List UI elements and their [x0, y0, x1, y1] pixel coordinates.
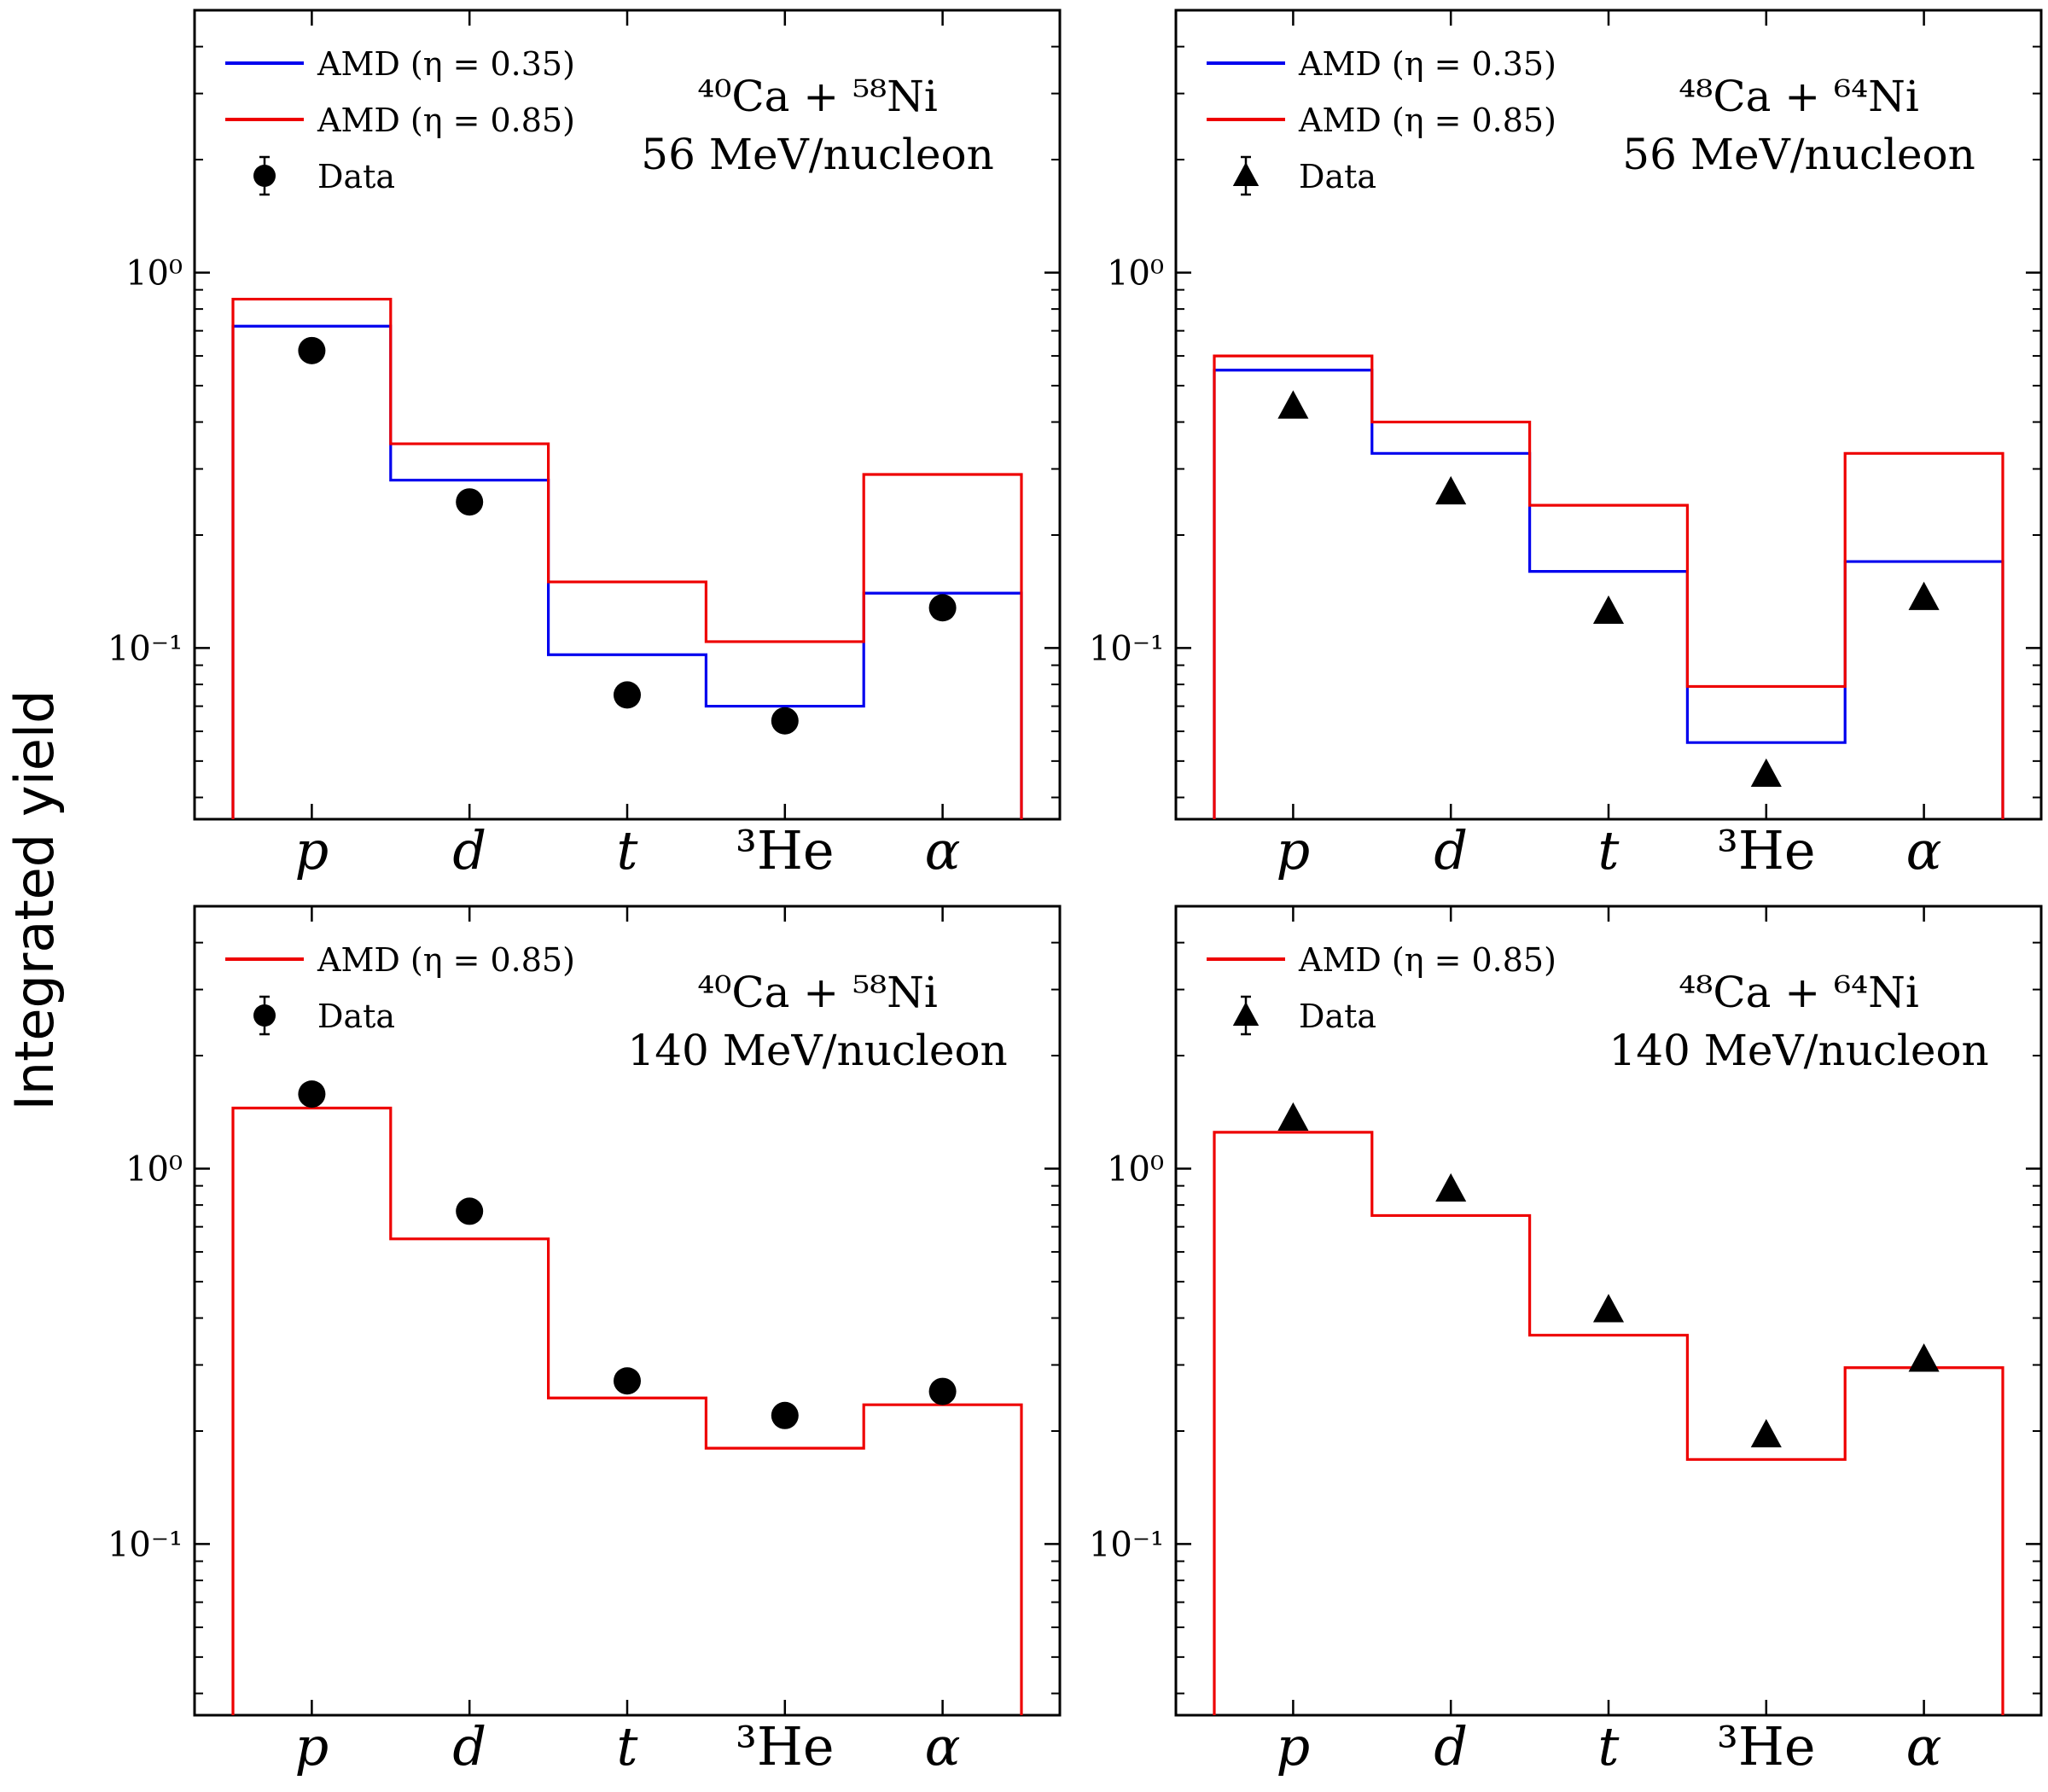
- data-point: [771, 1401, 799, 1429]
- legend-label: AMD (η = 0.85): [317, 102, 575, 139]
- x-category-label: α: [925, 819, 961, 881]
- series-step-line: [1213, 369, 2004, 819]
- panel-title-line: 140 MeV/nucleon: [627, 1026, 1007, 1075]
- data-point: [1277, 1102, 1309, 1131]
- panel-title-line: ⁴⁸Ca + ⁶⁴Ni: [1679, 72, 1919, 121]
- y-tick-label: 10⁻¹: [108, 1525, 183, 1564]
- panel-top-left: 10⁻¹ 10⁰ p d t ³He α AMD (η = 0.35) AMD (η = 0.8…: [108, 9, 1062, 881]
- legend-label: AMD (η = 0.85): [1298, 941, 1556, 979]
- series-step-line: [1213, 354, 2004, 819]
- x-category-label: d: [452, 819, 486, 881]
- data-point: [298, 1080, 326, 1108]
- x-category-label: p: [1277, 1715, 1311, 1777]
- legend-label: Data: [1299, 158, 1376, 195]
- x-category-label: p: [295, 1715, 329, 1777]
- x-category-label: d: [452, 1715, 486, 1777]
- legend-label: AMD (η = 0.35): [1298, 45, 1556, 83]
- legend-label: AMD (η = 0.35): [317, 45, 575, 83]
- x-category-label: p: [1277, 819, 1311, 881]
- legend-label: Data: [317, 998, 395, 1035]
- series-step-line: [231, 324, 1023, 819]
- panel-title-line: ⁴⁸Ca + ⁶⁴Ni: [1679, 968, 1919, 1017]
- y-tick-label: 10⁰: [125, 1149, 183, 1189]
- legend-marker: [1232, 1002, 1260, 1026]
- legend-marker: [1232, 162, 1260, 186]
- y-tick-label: 10⁻¹: [108, 629, 183, 668]
- y-tick-label: 10⁰: [125, 253, 183, 293]
- x-category-label: p: [295, 819, 329, 881]
- x-category-label: α: [925, 1715, 961, 1777]
- data-point: [1592, 595, 1625, 625]
- x-category-label: ³He: [736, 819, 835, 881]
- x-category-label: α: [1906, 819, 1942, 881]
- data-point: [1435, 1172, 1467, 1202]
- legend-label: AMD (η = 0.85): [1298, 102, 1556, 139]
- data-point: [928, 594, 957, 622]
- y-tick-label: 10⁰: [1107, 1149, 1164, 1189]
- data-point: [456, 1197, 484, 1225]
- panel-title-line: ⁴⁰Ca + ⁵⁸Ni: [697, 72, 938, 121]
- data-point: [1277, 390, 1309, 419]
- panel-bottom-left: 10⁻¹ 10⁰ p d t ³He α AMD (η = 0.85) Data ⁴⁰Ca + ⁵…: [108, 905, 1062, 1777]
- y-tick-label: 10⁻¹: [1089, 629, 1164, 668]
- series-step-line: [231, 1106, 1023, 1715]
- panel-bottom-right: 10⁻¹ 10⁰ p d t ³He α AMD (η = 0.85) Data ⁴⁸Ca + ⁶…: [1089, 905, 2043, 1777]
- legend-marker: [253, 165, 276, 187]
- x-category-label: t: [617, 819, 638, 881]
- x-category-label: t: [1598, 1715, 1620, 1777]
- data-point: [1592, 1294, 1625, 1323]
- y-tick-label: 10⁻¹: [1089, 1525, 1164, 1564]
- data-point: [771, 707, 799, 735]
- series-step-line: [231, 297, 1023, 819]
- series-step-line: [1213, 1131, 2004, 1715]
- x-category-label: d: [1434, 1715, 1468, 1777]
- panel-title-line: 56 MeV/nucleon: [1622, 130, 1975, 179]
- figure-ylabel: Integrated yield: [3, 689, 66, 1110]
- data-point: [614, 1367, 641, 1395]
- x-category-label: t: [1598, 819, 1620, 881]
- data-point: [1435, 475, 1467, 505]
- data-point: [1750, 758, 1782, 788]
- x-category-label: ³He: [736, 1715, 835, 1777]
- panel-title-line: 56 MeV/nucleon: [641, 130, 994, 179]
- x-category-label: ³He: [1717, 1715, 1816, 1777]
- x-category-label: α: [1906, 1715, 1942, 1777]
- x-category-label: d: [1434, 819, 1468, 881]
- legend-marker: [253, 1004, 276, 1027]
- data-point: [1908, 581, 1940, 610]
- x-category-label: t: [617, 1715, 638, 1777]
- legend-label: AMD (η = 0.85): [317, 941, 575, 979]
- data-point: [1908, 1343, 1940, 1372]
- legend-label: Data: [1299, 998, 1376, 1035]
- data-point: [614, 681, 641, 709]
- legend-label: Data: [317, 158, 395, 195]
- y-tick-label: 10⁰: [1107, 253, 1164, 293]
- data-point: [456, 488, 484, 516]
- x-category-label: ³He: [1717, 819, 1816, 881]
- data-point: [1750, 1418, 1782, 1448]
- panel-title-line: 140 MeV/nucleon: [1609, 1026, 1988, 1075]
- panel-title-line: ⁴⁰Ca + ⁵⁸Ni: [697, 968, 938, 1017]
- data-point: [298, 336, 326, 364]
- panel-top-right: 10⁻¹ 10⁰ p d t ³He α AMD (η = 0.35) AMD (η = 0.8…: [1089, 9, 2043, 881]
- data-point: [928, 1377, 957, 1405]
